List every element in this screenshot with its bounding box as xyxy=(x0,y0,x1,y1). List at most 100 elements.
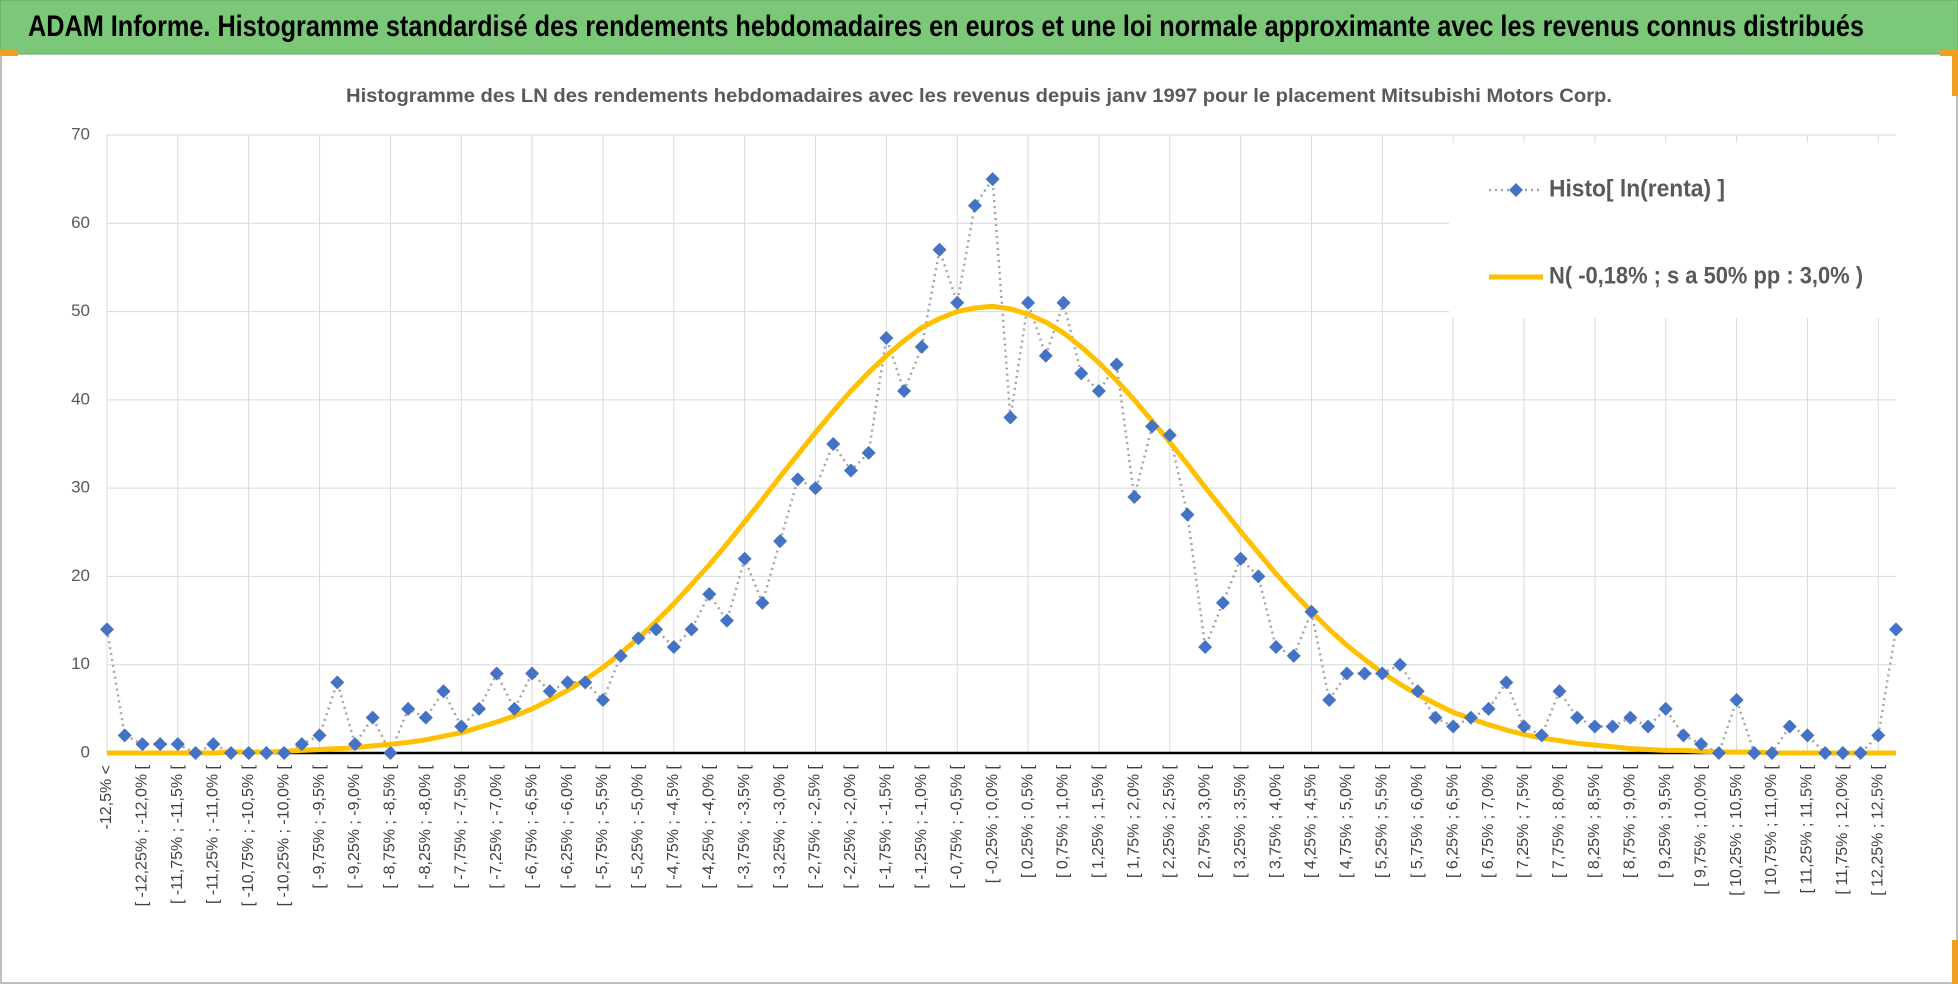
x-tick-label: [ 4,75% ; 5,0% [ xyxy=(1338,764,1355,878)
x-tick-label: [ 11,75% ; 12,0% [ xyxy=(1834,764,1851,894)
x-tick-label: [ 0,25% ; 0,5% [ xyxy=(1019,764,1036,878)
histo-point xyxy=(223,746,238,760)
histo-point xyxy=(1658,701,1673,716)
x-tick-label: [ -7,75% ; -7,5% [ xyxy=(452,764,469,888)
histo-point xyxy=(1251,569,1266,584)
x-tick-label: [ 3,25% ; 3,5% [ xyxy=(1232,764,1249,878)
header-title: ADAM Informe. Histogramme standardisé de… xyxy=(28,10,1864,43)
histo-point xyxy=(702,587,717,602)
y-tick-label: 70 xyxy=(71,124,90,143)
histo-point xyxy=(719,613,734,628)
corner xyxy=(0,50,18,56)
histo-point xyxy=(542,684,557,699)
histo-point xyxy=(1587,719,1602,734)
histo-point xyxy=(454,719,469,734)
histo-point xyxy=(1765,746,1780,760)
corner xyxy=(1952,940,1958,984)
histo-point xyxy=(507,701,522,716)
histo-point xyxy=(967,198,982,213)
y-tick-label: 40 xyxy=(71,389,90,408)
histo-point xyxy=(1800,728,1815,743)
x-tick-label: [ 1,75% ; 2,0% [ xyxy=(1126,764,1143,878)
y-tick-label: 30 xyxy=(71,478,90,497)
histo-point xyxy=(861,445,876,460)
histo-point xyxy=(985,172,1000,187)
x-tick-label: [ -0,25% ; 0,0% [ xyxy=(984,764,1001,883)
histo-point xyxy=(365,710,380,725)
histo-point xyxy=(383,746,398,760)
x-tick-label: [ -4,75% ; -4,5% [ xyxy=(665,764,682,888)
legend-label: Histo[ ln(renta) ] xyxy=(1549,175,1725,202)
histo-point xyxy=(1889,622,1903,637)
x-tick-label: [ -3,75% ; -3,5% [ xyxy=(736,764,753,888)
x-tick-label: [ 10,25% ; 10,5% [ xyxy=(1728,764,1745,895)
x-tick-label: -12,5% < xyxy=(98,765,115,829)
histo-point xyxy=(1428,710,1443,725)
histo-point xyxy=(595,693,610,708)
histo-point xyxy=(1747,746,1762,760)
histo-point xyxy=(1623,710,1638,725)
histo-point xyxy=(737,551,752,566)
histo-point xyxy=(1499,675,1514,690)
histo-point xyxy=(897,384,912,399)
histo-point xyxy=(418,710,433,725)
histo-point xyxy=(1393,657,1408,672)
histo-point xyxy=(1446,719,1461,734)
histo-point xyxy=(1534,728,1549,743)
x-tick-label: [ 7,75% ; 8,0% [ xyxy=(1551,764,1568,878)
x-tick-label: [ 0,75% ; 1,0% [ xyxy=(1055,764,1072,878)
x-tick-label: [ 9,25% ; 9,5% [ xyxy=(1657,764,1674,878)
histo-point xyxy=(790,472,805,487)
histo-point xyxy=(1322,693,1337,708)
histo-point xyxy=(1729,693,1744,708)
histo-point xyxy=(206,737,221,752)
legend-label: N( -0,18% ; s a 50% pp : 3,0% ) xyxy=(1549,262,1863,289)
histo-point xyxy=(330,675,345,690)
histo-point xyxy=(347,737,362,752)
histo-point xyxy=(100,622,114,637)
histo-point xyxy=(631,631,646,646)
histo-point xyxy=(1003,410,1018,425)
histo-point xyxy=(879,331,894,346)
histo-point xyxy=(1021,295,1036,310)
histo-point xyxy=(649,622,664,637)
histo-point xyxy=(188,746,203,760)
x-tick-label: [ -12,25% ; -12,0% [ xyxy=(134,764,151,906)
histo-point xyxy=(1375,666,1390,681)
histo-point xyxy=(773,534,788,549)
x-tick-label: [ 6,25% ; 6,5% [ xyxy=(1444,764,1461,878)
x-tick-label: [ 10,75% ; 11,0% [ xyxy=(1763,764,1780,894)
histo-point xyxy=(1463,710,1478,725)
histo-point xyxy=(666,640,681,655)
histo-point xyxy=(1038,348,1053,363)
x-tick-label: [ -8,25% ; -8,0% [ xyxy=(417,764,434,888)
x-tick-label: [ 11,25% ; 11,5% [ xyxy=(1799,764,1816,893)
histo-point xyxy=(1853,746,1868,760)
histo-point xyxy=(277,746,292,760)
histo-point xyxy=(684,622,699,637)
histo-point xyxy=(1818,746,1833,760)
histo-point xyxy=(1304,604,1319,619)
histo-point xyxy=(153,737,168,752)
histo-point xyxy=(914,339,929,354)
x-tick-label: [ 1,25% ; 1,5% [ xyxy=(1090,764,1107,878)
x-tick-label: [ 8,25% ; 8,5% [ xyxy=(1586,764,1603,878)
histo-point xyxy=(932,242,947,257)
histo-point xyxy=(1109,357,1124,372)
x-tick-label: [ 7,25% ; 7,5% [ xyxy=(1515,764,1532,878)
histo-point xyxy=(471,701,486,716)
x-tick-label: [ -6,75% ; -6,5% [ xyxy=(523,764,540,888)
histo-point xyxy=(1269,640,1284,655)
histo-point xyxy=(1286,648,1301,663)
histo-point xyxy=(1605,719,1620,734)
x-tick-label: [ 12,25% ; 12,5% [ xyxy=(1870,764,1887,895)
histo-point xyxy=(1481,701,1496,716)
histo-point xyxy=(950,295,965,310)
histo-point xyxy=(808,481,823,496)
x-tick-label: [ -8,75% ; -8,5% [ xyxy=(382,764,399,888)
histo-point xyxy=(1357,666,1372,681)
histo-point xyxy=(1871,728,1886,743)
corner xyxy=(1940,50,1958,56)
histo-point xyxy=(436,684,451,699)
